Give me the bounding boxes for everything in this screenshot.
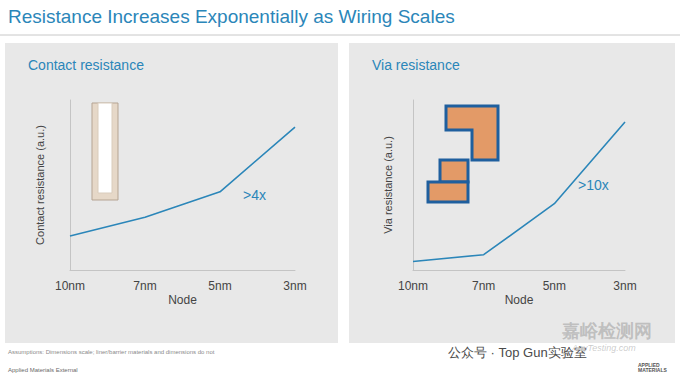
svg-text:3nm: 3nm — [283, 279, 306, 293]
svg-text:嘉峪检测网: 嘉峪检测网 — [562, 321, 652, 341]
svg-text:5nm: 5nm — [208, 279, 231, 293]
svg-text:3nm: 3nm — [613, 279, 636, 293]
svg-text:Node: Node — [505, 293, 534, 307]
svg-text:公众号 · Top Gun实验室: 公众号 · Top Gun实验室 — [448, 345, 587, 360]
svg-text:Resistance Increases Exponenti: Resistance Increases Exponentially as Wi… — [8, 6, 455, 27]
svg-text:MATERIALS: MATERIALS — [638, 367, 667, 373]
svg-text:Contact resistance: Contact resistance — [28, 57, 144, 73]
svg-text:7nm: 7nm — [133, 279, 156, 293]
svg-text:>10x: >10x — [578, 177, 609, 193]
svg-text:APPLIED: APPLIED — [638, 361, 662, 368]
svg-text:Via resistance: Via resistance — [372, 57, 460, 73]
svg-text:10nm: 10nm — [398, 279, 428, 293]
svg-text:10nm: 10nm — [55, 279, 85, 293]
svg-text:Contact resistance (a.u.): Contact resistance (a.u.) — [34, 125, 46, 245]
svg-text:Node: Node — [168, 293, 197, 307]
svg-text:AnyTesting.com: AnyTesting.com — [571, 343, 636, 353]
svg-text:>4x: >4x — [243, 187, 266, 203]
svg-text:Assumptions: Dimensions scale;: Assumptions: Dimensions scale; liner/bar… — [8, 349, 215, 355]
svg-text:Applied Materials External: Applied Materials External — [8, 367, 78, 373]
svg-text:5nm: 5nm — [543, 279, 566, 293]
svg-text:Via resistance (a.u.): Via resistance (a.u.) — [382, 136, 394, 234]
svg-text:7nm: 7nm — [472, 279, 495, 293]
